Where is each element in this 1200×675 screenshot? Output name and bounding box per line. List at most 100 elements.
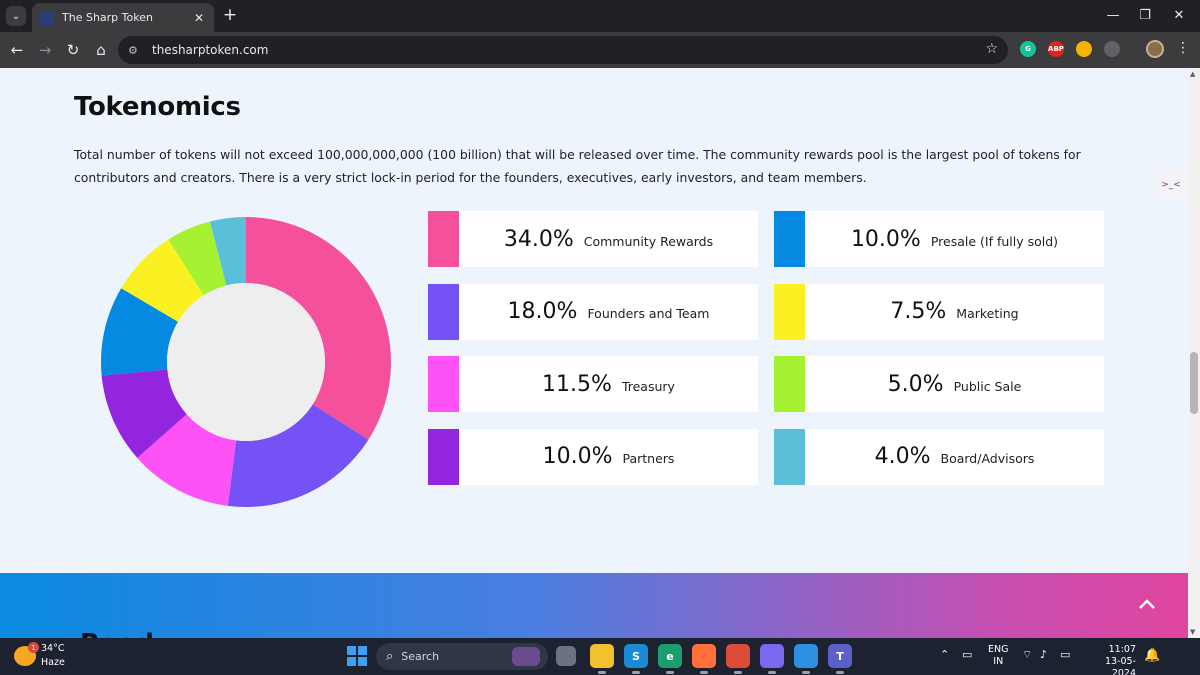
forward-button[interactable]: →: [38, 41, 52, 59]
legend-percentage: 34.0%: [503, 226, 574, 252]
start-button[interactable]: [347, 646, 367, 666]
roadmap-heading: Road: [80, 629, 154, 638]
weather-temperature[interactable]: 34°C: [41, 643, 65, 654]
clock-time: 11:07: [1108, 644, 1136, 655]
legend-percentage: 5.0%: [887, 371, 944, 397]
notification-bell-icon[interactable]: 🔔: [1144, 648, 1161, 663]
start-logo-tile: [347, 657, 356, 666]
clickup-icon[interactable]: [760, 644, 784, 668]
legend-body: 18.0% Founders and Team: [459, 299, 758, 324]
legend-label: Marketing: [956, 306, 1019, 321]
task-view-icon[interactable]: [556, 646, 576, 666]
browser-toolbar: ← → ↻ ⌂ ⚙ thesharptoken.com ☆ G ABP ⋮: [0, 32, 1200, 68]
active-tab[interactable]: The Sharp Token ✕: [32, 3, 214, 32]
minimize-button[interactable]: —: [1106, 7, 1120, 23]
legend-percentage: 10.0%: [850, 226, 921, 252]
vscode-icon[interactable]: [794, 644, 818, 668]
tab-title: The Sharp Token: [62, 11, 153, 24]
reload-button[interactable]: ↻: [66, 41, 80, 59]
side-widget-button[interactable]: >_<: [1156, 170, 1186, 200]
running-app-indicator: [598, 671, 606, 674]
url-text[interactable]: thesharptoken.com: [152, 43, 269, 57]
legend-label: Partners: [622, 451, 675, 466]
home-button[interactable]: ⌂: [96, 41, 106, 59]
donut-slice-partners[interactable]: [101, 369, 187, 458]
donut-slice-community-rewards[interactable]: [246, 217, 391, 440]
running-app-indicator: [802, 671, 810, 674]
scroll-down-arrow-icon[interactable]: ▼: [1190, 628, 1196, 636]
new-tab-button[interactable]: +: [222, 5, 238, 25]
language-code: ENG: [988, 644, 1009, 655]
roadmap-section-band: Road: [0, 573, 1188, 638]
colorful-extension-icon[interactable]: [1076, 41, 1092, 57]
donut-slice-board-advisors[interactable]: [209, 217, 246, 286]
donut-slice-public-sale[interactable]: [168, 221, 227, 296]
legend-label: Presale (If fully sold): [930, 233, 1059, 249]
chrome-icon[interactable]: [726, 644, 750, 668]
battery-icon[interactable]: ▭: [1060, 648, 1071, 661]
close-window-button[interactable]: ✕: [1173, 7, 1185, 23]
profile-avatar[interactable]: [1146, 40, 1164, 58]
donut-slice-founders-and-team[interactable]: [227, 404, 369, 507]
site-info-icon[interactable]: ⚙: [128, 43, 138, 57]
tokenomics-donut-chart: [101, 217, 391, 507]
legend-card: 34.0% Community Rewards: [428, 211, 758, 267]
extensions-puzzle-icon[interactable]: [1104, 41, 1120, 57]
volume-icon[interactable]: ♪: [1040, 648, 1048, 661]
restore-button[interactable]: ❐: [1139, 7, 1151, 23]
start-logo-tile: [358, 646, 367, 655]
running-app-indicator: [666, 671, 674, 674]
grammarly-icon[interactable]: G: [1020, 41, 1036, 57]
legend-swatch: [774, 283, 805, 340]
back-button[interactable]: ←: [10, 41, 24, 59]
legend-body: 10.0% Partners: [459, 444, 758, 469]
page-scrollbar[interactable]: ▲ ▼: [1188, 68, 1200, 638]
tray-device-icon[interactable]: ▭: [962, 648, 973, 661]
language-indicator[interactable]: ENG IN: [988, 644, 1008, 668]
legend-body: 34.0% Community Rewards: [459, 227, 758, 252]
donut-slice-marketing[interactable]: [121, 239, 204, 322]
firefox-icon[interactable]: [692, 644, 716, 668]
clock[interactable]: 11:07 13-05-2024: [1084, 644, 1136, 675]
page-title: Tokenomics: [74, 92, 241, 122]
running-app-indicator: [768, 671, 776, 674]
page-viewport: Tokenomics Total number of tokens will n…: [0, 68, 1188, 638]
legend-percentage: 18.0%: [507, 299, 578, 324]
tab-close-icon[interactable]: ✕: [193, 10, 205, 25]
scroll-up-arrow-icon[interactable]: ▲: [1190, 70, 1196, 78]
skype-icon[interactable]: S: [624, 644, 648, 668]
donut-slice-presale-if-fully-sold[interactable]: [101, 288, 179, 376]
browser-menu-icon[interactable]: ⋮: [1176, 40, 1190, 56]
bookmark-star-icon[interactable]: ☆: [985, 41, 998, 57]
weather-description[interactable]: Haze: [41, 657, 65, 668]
address-bar[interactable]: ⚙ thesharptoken.com ☆: [118, 36, 1008, 64]
search-icon: ⌕: [386, 649, 394, 664]
chevron-up-icon: [1139, 599, 1155, 609]
legend-swatch: [774, 211, 805, 267]
adblock-plus-icon[interactable]: ABP: [1048, 41, 1064, 57]
legend-body: 5.0% Public Sale: [805, 372, 1104, 397]
legend-percentage: 10.0%: [542, 444, 613, 469]
scrollbar-thumb[interactable]: [1190, 352, 1198, 414]
wifi-icon[interactable]: ⌔: [1022, 648, 1033, 661]
weather-badge: 1: [28, 642, 39, 653]
start-logo-tile: [358, 657, 367, 666]
legend-label: Community Rewards: [583, 233, 714, 249]
tab-search-button[interactable]: ⌄: [6, 6, 26, 26]
edge-icon[interactable]: e: [658, 644, 682, 668]
teams-icon[interactable]: T: [828, 644, 852, 668]
scroll-to-top-button[interactable]: [1132, 589, 1162, 619]
file-explorer-icon[interactable]: [590, 644, 614, 668]
running-app-indicator: [632, 671, 640, 674]
donut-slice-treasury[interactable]: [137, 414, 237, 506]
legend-label: Board/Advisors: [940, 451, 1035, 466]
legend-swatch: [428, 356, 459, 412]
running-app-indicator: [836, 671, 844, 674]
taskbar-search[interactable]: ⌕ Search: [376, 643, 548, 670]
show-hidden-icons-chevron-icon[interactable]: ⌃: [940, 648, 950, 661]
browser-tab-strip: ⌄ The Sharp Token ✕ + — ❐ ✕: [0, 0, 1200, 32]
site-favicon-icon: [40, 10, 54, 25]
legend-card: 11.5% Treasury: [428, 356, 758, 412]
legend-card: 7.5% Marketing: [774, 283, 1104, 340]
